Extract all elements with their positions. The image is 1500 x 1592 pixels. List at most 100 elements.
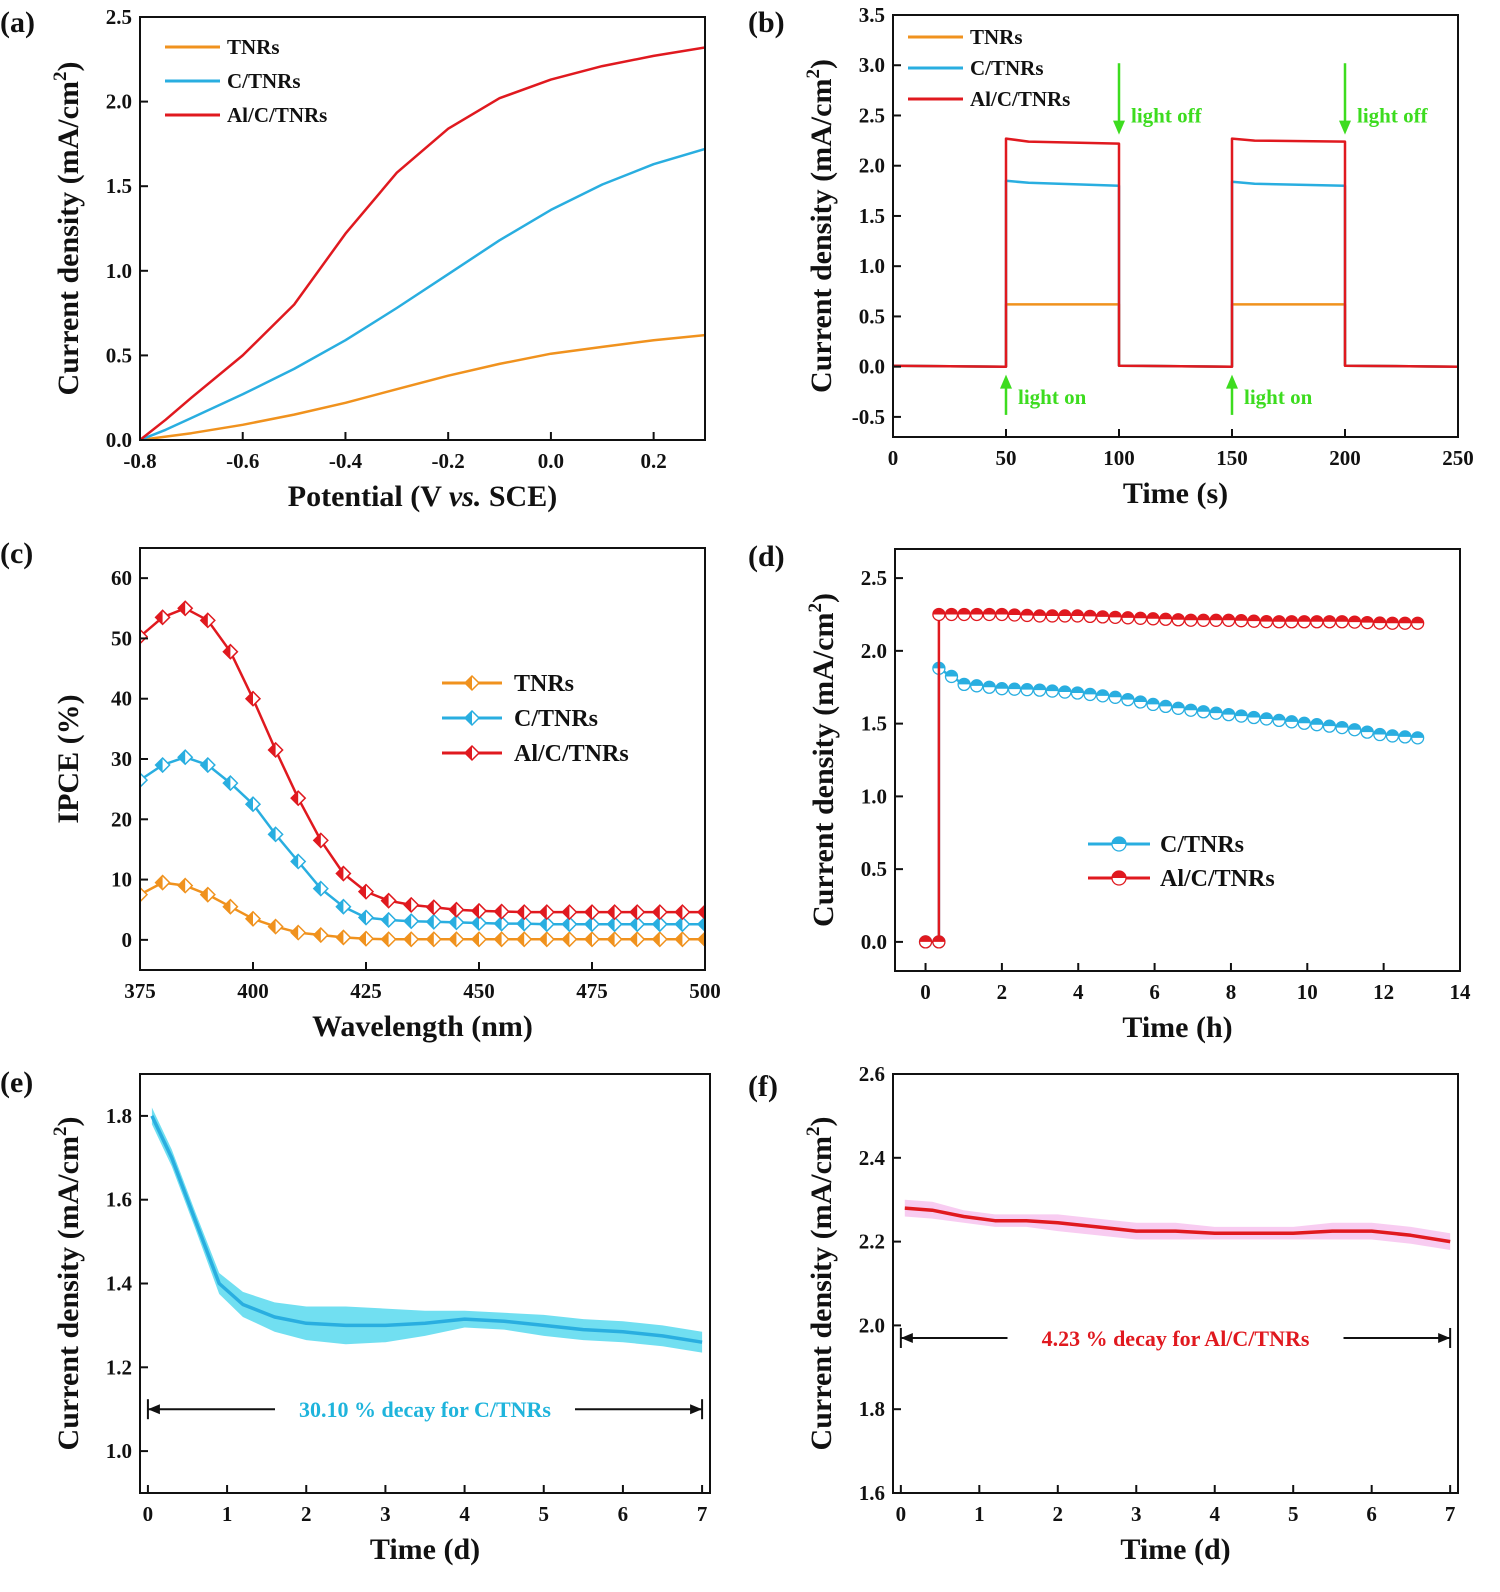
data-point-al-c-tnrs [140, 628, 149, 645]
data-point-al-c-tnrs [1133, 611, 1148, 625]
x-axis-title: Time (d) [1120, 1533, 1230, 1566]
y-tick-label: 10 [111, 868, 132, 892]
marker-fill [1361, 726, 1374, 733]
series-line-tnrs [893, 303, 1458, 368]
marker-fill [1021, 609, 1034, 616]
y-axis-title: Current density (mA/cm2) [803, 59, 838, 393]
data-point-al-c-tnrs [957, 607, 971, 622]
data-point-al-c-tnrs [651, 904, 668, 921]
data-point-al-c-tnrs [1020, 608, 1034, 623]
legend-label: C/TNRs [1160, 832, 1244, 858]
annotation-light-off: light off [1113, 63, 1203, 135]
data-point-c-tnrs [651, 916, 668, 933]
x-tick-label: 12 [1373, 980, 1394, 1004]
arrow-right-icon [690, 1404, 703, 1415]
data-point-tnrs [651, 931, 668, 948]
data-point-al-c-tnrs [1373, 616, 1387, 630]
x-axis-title: Time (d) [370, 1533, 480, 1566]
legend-label: C/TNRs [970, 56, 1044, 80]
y-tick-label: 1.6 [859, 1481, 885, 1505]
y-tick-label: 40 [111, 687, 132, 711]
plot-area [140, 600, 705, 948]
error-band-al-c-tnrs [904, 1199, 1451, 1250]
y-tick-label: 1.0 [106, 1439, 132, 1463]
legend-item: TNRs [908, 25, 1023, 49]
data-point-c-tnrs [1410, 731, 1425, 745]
series-line-al-c-tnrs [140, 46, 705, 440]
data-point-c-tnrs [1234, 709, 1248, 723]
marker-fill [449, 902, 457, 917]
marker-fill [698, 917, 705, 932]
x-tick-label: 3 [380, 1502, 391, 1526]
marker-fill [958, 678, 971, 685]
legend-item: Al/C/TNRs [165, 103, 327, 127]
marker-fill [1197, 705, 1210, 712]
x-tick-label: 2 [301, 1502, 312, 1526]
y-axis-title: Current density (mA/cm2) [805, 593, 840, 927]
panel-label: (b) [748, 6, 785, 39]
data-point-c-tnrs [1335, 720, 1349, 735]
marker-fill [1247, 615, 1260, 622]
data-point-al-c-tnrs [1398, 616, 1412, 630]
marker-fill [1373, 617, 1386, 624]
marker-fill [945, 670, 958, 677]
data-point-c-tnrs [1222, 707, 1236, 722]
marker-fill [1008, 683, 1021, 690]
marker-fill [155, 875, 163, 890]
data-point-c-tnrs [1058, 685, 1072, 699]
marker-fill [517, 905, 525, 920]
legend-marker-fill [1112, 871, 1126, 878]
legend-marker-fill [465, 676, 472, 690]
y-tick-label: 3.5 [859, 3, 885, 27]
data-point-c-tnrs [290, 853, 307, 870]
data-point-al-c-tnrs [995, 607, 1009, 622]
y-tick-label: 2.4 [859, 1146, 886, 1170]
panel-label: (e) [0, 1066, 33, 1099]
x-tick-label: 475 [576, 979, 608, 1003]
marker-fill [200, 758, 208, 773]
marker-fill [1033, 684, 1046, 691]
marker-fill [517, 932, 525, 947]
data-point-al-c-tnrs [154, 609, 171, 626]
data-point-tnrs [696, 931, 705, 948]
data-point-al-c-tnrs [606, 904, 623, 921]
data-point-tnrs [199, 886, 216, 903]
marker-fill [313, 881, 321, 896]
x-tick-label: 2 [997, 980, 1008, 1004]
marker-fill [1222, 614, 1235, 621]
marker-fill [381, 932, 389, 947]
data-point-tnrs [493, 931, 510, 948]
data-point-c-tnrs [1284, 715, 1299, 729]
data-point-c-tnrs [957, 677, 971, 692]
data-point-al-c-tnrs [1033, 609, 1047, 623]
marker-fill [1361, 616, 1374, 623]
legend-label: TNRs [970, 25, 1023, 49]
panel-e: (e) 0 1 2 3 4 5 6 7 1.0 1.2 1.4 1.6 1.8 Time (d) Curren… [0, 1066, 711, 1566]
y-tick-label: 2.0 [859, 1313, 885, 1337]
x-tick-label: 4 [1209, 1502, 1220, 1526]
data-point-al-c-tnrs [1234, 614, 1248, 628]
y-tick-label: 1.4 [106, 1272, 133, 1296]
data-point-al-c-tnrs [944, 607, 959, 622]
marker-fill [472, 915, 479, 930]
x-tick-label: 10 [1297, 980, 1318, 1004]
y-tick-label: 2.0 [861, 639, 887, 663]
data-point-c-tnrs [1297, 716, 1311, 730]
marker-fill [932, 935, 945, 942]
data-point-al-c-tnrs [312, 832, 329, 849]
marker-fill [995, 682, 1008, 689]
data-point-tnrs [177, 877, 194, 894]
data-point-al-c-tnrs [918, 935, 933, 949]
data-point-tnrs [140, 886, 149, 903]
marker-fill [1399, 617, 1412, 624]
marker-fill [1134, 696, 1147, 703]
marker-fill [1310, 615, 1323, 622]
panel-label: (d) [748, 540, 785, 573]
data-point-al-c-tnrs [403, 896, 420, 913]
marker-fill [562, 905, 570, 920]
legend-item: C/TNRs [908, 56, 1044, 80]
marker-fill [1298, 615, 1311, 622]
marker-fill [1260, 712, 1273, 719]
marker-outline [140, 772, 149, 789]
data-point-al-c-tnrs [1360, 615, 1374, 630]
